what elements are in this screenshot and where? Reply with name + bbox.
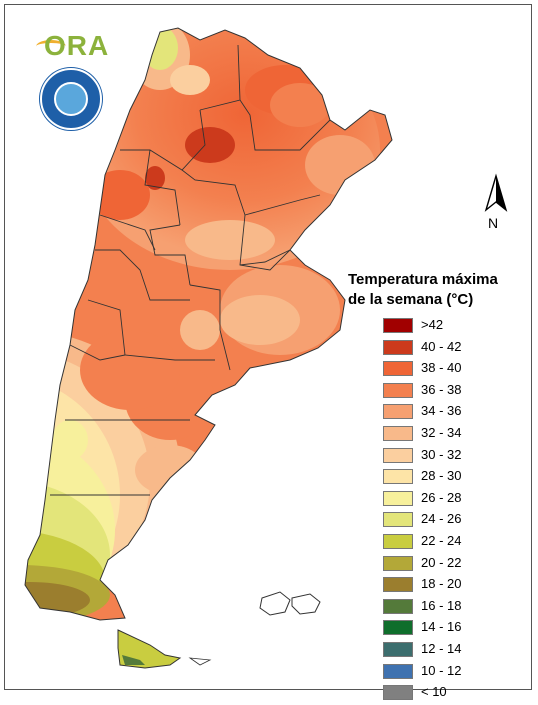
legend-title-line1: Temperatura máxima <box>348 271 498 288</box>
legend-label: 18 - 20 <box>421 576 462 592</box>
smn-logo <box>40 68 102 130</box>
legend-swatch <box>383 447 413 463</box>
legend-label: 40 - 42 <box>421 338 462 354</box>
legend-swatch <box>383 490 413 506</box>
ora-logo-swoosh <box>36 40 66 53</box>
legend-swatch <box>383 577 413 593</box>
legend-swatch <box>383 663 413 679</box>
legend-label: 24 - 26 <box>421 511 462 527</box>
legend-label: 38 - 40 <box>421 360 462 376</box>
legend-swatch <box>383 339 413 355</box>
legend-swatch <box>383 555 413 571</box>
legend-swatch <box>383 318 413 333</box>
map-frame <box>4 4 532 690</box>
legend-swatch <box>383 512 413 528</box>
legend-title-line2: de la semana (°C) <box>348 291 474 308</box>
legend-label: 22 - 24 <box>421 532 462 548</box>
legend-label: 30 - 32 <box>421 446 462 462</box>
legend-swatch <box>383 641 413 657</box>
legend-label: 12 - 14 <box>421 640 462 656</box>
legend-swatch <box>383 685 413 701</box>
legend-swatch <box>383 620 413 636</box>
legend-swatch <box>383 404 413 420</box>
legend-label: 14 - 16 <box>421 619 462 635</box>
legend-label: 10 - 12 <box>421 662 462 678</box>
legend-swatch <box>383 425 413 441</box>
legend-swatch <box>383 469 413 485</box>
malvinas-islands <box>259 591 321 616</box>
ora-logo: ORA <box>44 30 110 61</box>
legend-label: 26 - 28 <box>421 489 462 505</box>
legend-label: 36 - 38 <box>421 381 462 397</box>
legend-label: 16 - 18 <box>421 597 462 613</box>
north-arrow-icon <box>484 173 508 212</box>
smn-logo-center <box>54 82 88 116</box>
legend-title: Temperatura máxima de la semana (°C) <box>348 270 508 310</box>
province-borders <box>50 44 331 496</box>
legend-swatch <box>383 533 413 549</box>
legend-swatch <box>383 361 413 377</box>
legend-label: 28 - 30 <box>421 468 462 484</box>
legend-label: >42 <box>421 317 444 332</box>
legend-label: 32 - 34 <box>421 424 462 440</box>
legend-swatch <box>383 598 413 614</box>
north-label: N <box>488 215 499 231</box>
legend-label: < 10 <box>421 684 447 700</box>
legend-label: 20 - 22 <box>421 554 462 570</box>
legend-swatch <box>383 382 413 398</box>
legend-label: 34 - 36 <box>421 403 462 419</box>
